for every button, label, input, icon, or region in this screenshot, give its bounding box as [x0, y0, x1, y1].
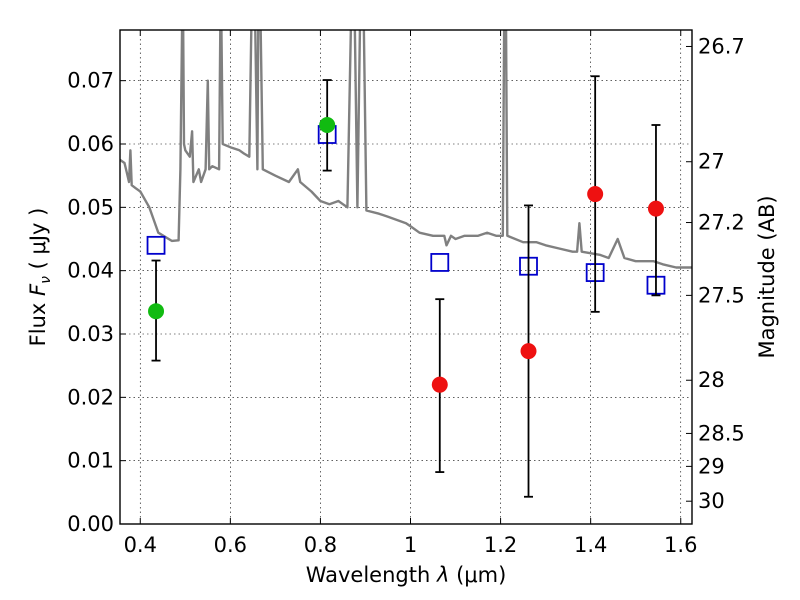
detection-point [319, 117, 336, 133]
non-detection-point [431, 376, 448, 393]
x-tick-label: 1.2 [484, 533, 517, 557]
model-photometry-square [146, 235, 166, 255]
y-tick-label: 0.03 [67, 322, 114, 346]
non-detection-point [587, 186, 604, 203]
y2-tick-label: 28.5 [698, 421, 745, 445]
grid-lines [120, 30, 692, 525]
model-photometry-square [430, 253, 450, 272]
y-tick-label: 0.01 [67, 449, 114, 473]
x-axis-label: Wavelength λ (μm) [306, 563, 507, 587]
detection-point [148, 303, 165, 320]
x-tick-label: 1.6 [664, 533, 697, 557]
model-spectrum-line [120, 30, 692, 269]
y-axis-label: Flux Fν ( μJy ) [26, 208, 54, 347]
y-tick-label: 0.07 [67, 69, 114, 93]
data-layer [120, 30, 692, 498]
x-tick-label: 0.4 [124, 533, 157, 557]
y2-tick-label: 26.7 [698, 34, 745, 58]
y2-tick-label: 30 [698, 489, 725, 513]
y2-axis-label: Magnitude (AB) [755, 195, 779, 358]
x-tick-label: 0.6 [214, 533, 247, 557]
non-detection-point [520, 343, 537, 360]
y-tick-label: 0.04 [67, 259, 114, 283]
tick-layer: 0.4 0.6 0.8 1 1.2 1.4 1.6 0.00 0.01 0.02 0.03 0.04 0… [67, 30, 745, 557]
x-tick-label: 1 [404, 533, 417, 557]
y-tick-label: 0.05 [67, 195, 114, 219]
plot-frame [119, 29, 693, 525]
y-tick-label: 0.00 [67, 512, 114, 536]
x-tick-label: 1.4 [574, 533, 607, 557]
x-tick-label: 0.8 [304, 533, 337, 557]
non-detection-point [647, 200, 664, 217]
y-tick-label: 0.02 [67, 385, 114, 409]
y2-tick-label: 29 [698, 454, 725, 478]
y2-tick-label: 27.2 [698, 211, 745, 235]
y-tick-label: 0.06 [67, 132, 114, 156]
y2-tick-label: 27.5 [698, 283, 745, 307]
y2-tick-label: 27 [698, 150, 725, 174]
y2-tick-label: 28 [698, 368, 725, 392]
